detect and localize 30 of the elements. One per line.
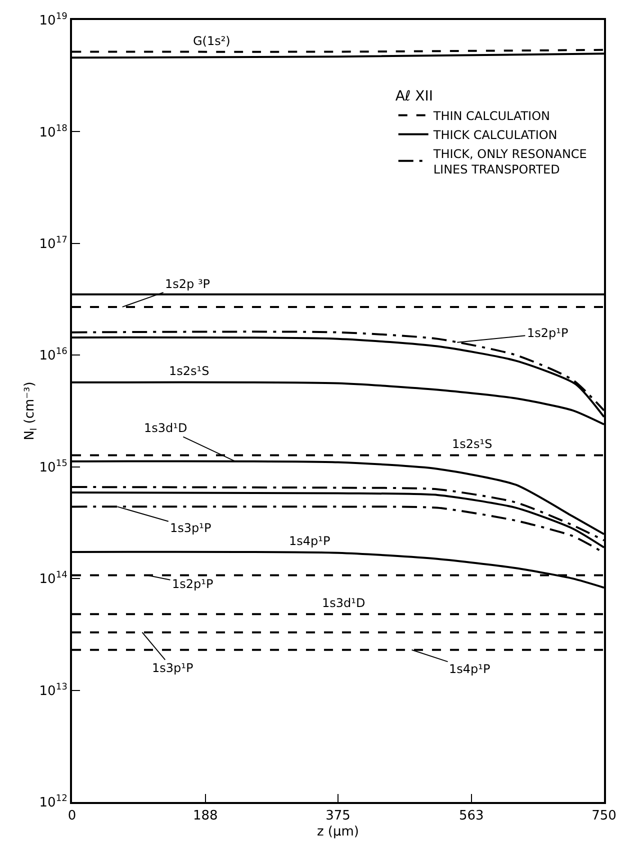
y-tick-label: 10$^{13}$ <box>39 682 68 699</box>
y-tick-label: 10$^{15}$ <box>39 458 68 476</box>
annotation: 1s2s¹S <box>452 437 492 451</box>
y-tick-label: 10$^{14}$ <box>39 570 68 588</box>
y-tick-label: 10$^{12}$ <box>39 794 68 811</box>
annotation: 1s2s¹S <box>169 364 210 378</box>
y-tick-label: 10$^{16}$ <box>39 347 68 364</box>
legend-label: THICK CALCULATION <box>432 128 558 142</box>
annotation: 1s3d¹D <box>322 596 366 610</box>
annotation: 1s3d¹D <box>144 421 188 435</box>
legend-label: THIN CALCULATION <box>432 108 550 123</box>
annotation: G(1s²) <box>193 34 230 48</box>
legend-title: Aℓ XII <box>395 88 434 105</box>
annotation: 1s3p¹P <box>170 521 212 535</box>
x-axis-title: z (μm) <box>316 824 360 840</box>
x-tick-label: 375 <box>326 808 350 824</box>
x-tick-label: 563 <box>458 808 484 824</box>
y-tick-label: 10$^{17}$ <box>39 236 68 252</box>
x-tick-label: 188 <box>192 808 218 824</box>
legend-label: THICK, ONLY RESONANCE LINES TRANSPORTED <box>432 146 587 176</box>
annotation: 1s3p¹P <box>152 661 194 675</box>
annotation: 1s2p¹P <box>527 326 568 340</box>
annotation: 1s4p¹P <box>449 662 490 676</box>
y-tick-label: 10$^{19}$ <box>39 12 68 29</box>
annotation: 1s2p¹P <box>172 577 214 591</box>
annotation: 1s4p¹P <box>289 534 330 548</box>
y-tick-label: 10$^{18}$ <box>39 124 68 140</box>
annotation: 1s2p ³P <box>165 277 210 291</box>
x-tick-label: 0 <box>68 808 76 824</box>
x-tick-label: 750 <box>592 808 616 824</box>
